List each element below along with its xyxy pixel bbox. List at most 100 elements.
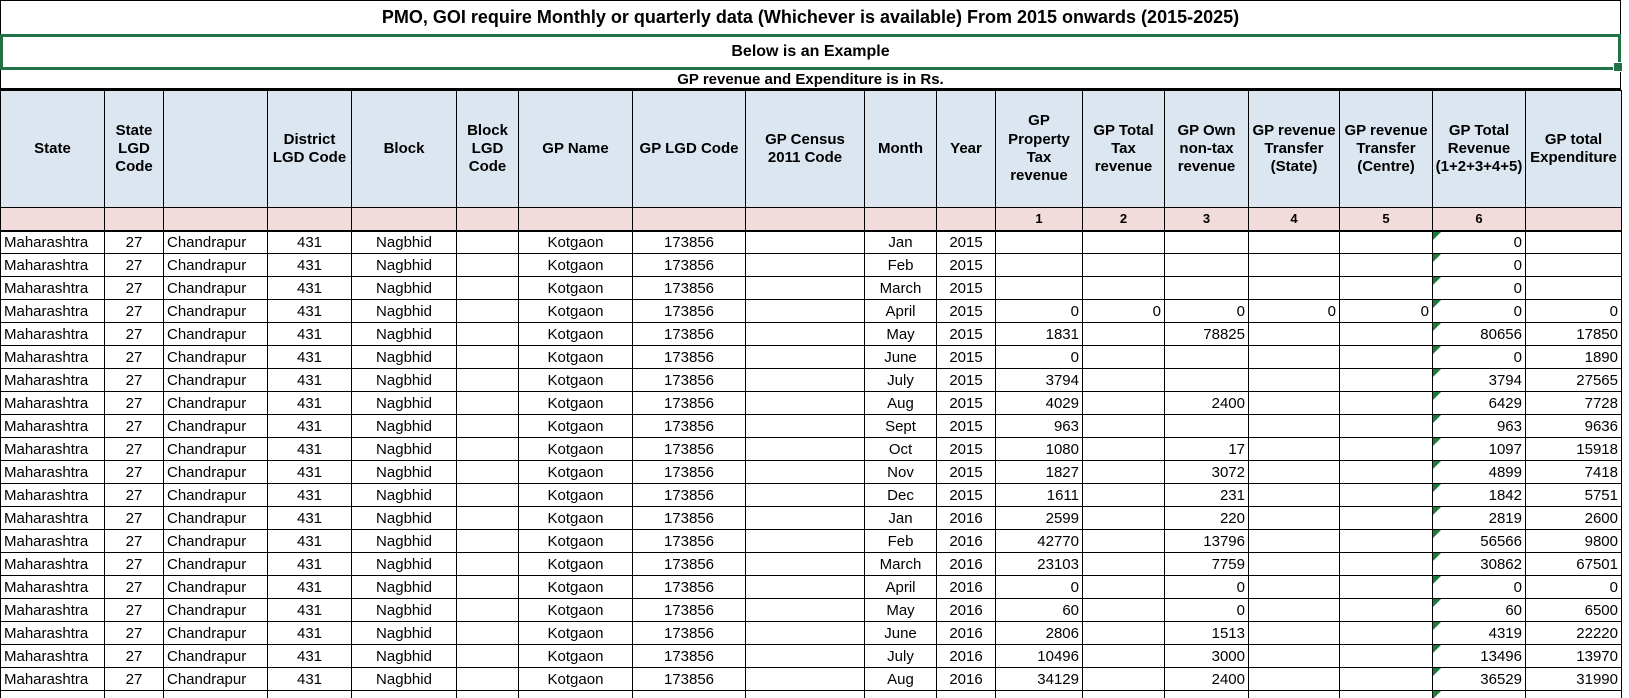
cell[interactable]: Kotgaon	[518, 368, 633, 392]
cell[interactable]: Kotgaon	[518, 621, 633, 645]
cell[interactable]	[1248, 230, 1340, 254]
cell[interactable]: 173856	[632, 621, 746, 645]
col-header-9[interactable]: Month	[864, 90, 937, 208]
cell[interactable]: 2015	[936, 460, 996, 484]
cell[interactable]: 27	[104, 552, 164, 576]
cell[interactable]	[1248, 621, 1340, 645]
cell[interactable]: Chandrapur	[163, 391, 268, 415]
cell[interactable]: Maharashtra	[0, 460, 105, 484]
index-cell-7[interactable]	[632, 207, 746, 232]
cell[interactable]	[745, 299, 865, 323]
cell[interactable]	[1339, 598, 1433, 622]
cell[interactable]	[936, 690, 996, 698]
cell[interactable]: 431	[267, 414, 352, 438]
cell[interactable]: 1097	[1432, 437, 1526, 461]
col-header-13[interactable]: GP Own non-tax revenue	[1164, 90, 1249, 208]
cell[interactable]: Kotgaon	[518, 575, 633, 599]
cell[interactable]	[745, 621, 865, 645]
cell[interactable]: 2015	[936, 368, 996, 392]
cell[interactable]	[745, 483, 865, 507]
cell[interactable]	[1164, 253, 1249, 277]
cell[interactable]: 963	[995, 414, 1083, 438]
cell[interactable]: Nagbhid	[351, 552, 457, 576]
cell[interactable]	[1339, 391, 1433, 415]
cell[interactable]: 36529	[1432, 667, 1526, 691]
cell[interactable]: 4029	[995, 391, 1083, 415]
cell[interactable]: Chandrapur	[163, 253, 268, 277]
col-header-5[interactable]: Block LGD Code	[456, 90, 519, 208]
cell[interactable]: 27	[104, 506, 164, 530]
cell[interactable]	[456, 483, 519, 507]
cell[interactable]	[745, 575, 865, 599]
selected-banner-cell[interactable]: Below is an Example	[0, 34, 1623, 72]
cell[interactable]	[1082, 483, 1165, 507]
cell[interactable]	[1339, 368, 1433, 392]
cell[interactable]: 2016	[936, 621, 996, 645]
cell[interactable]	[1339, 322, 1433, 346]
cell[interactable]: 60	[995, 598, 1083, 622]
cell[interactable]	[1339, 345, 1433, 369]
cell[interactable]	[1248, 460, 1340, 484]
cell[interactable]: 1513	[1164, 621, 1249, 645]
cell[interactable]	[1164, 414, 1249, 438]
cell[interactable]	[1339, 253, 1433, 277]
cell[interactable]	[1339, 552, 1433, 576]
cell[interactable]	[456, 414, 519, 438]
cell[interactable]	[745, 529, 865, 553]
cell[interactable]	[104, 690, 164, 698]
cell[interactable]: 27	[104, 644, 164, 668]
cell[interactable]: 27	[104, 483, 164, 507]
cell[interactable]: Chandrapur	[163, 368, 268, 392]
cell[interactable]: Chandrapur	[163, 529, 268, 553]
cell[interactable]: 2016	[936, 552, 996, 576]
cell[interactable]: Nagbhid	[351, 575, 457, 599]
cell[interactable]: 173856	[632, 644, 746, 668]
cell[interactable]: Chandrapur	[163, 506, 268, 530]
cell[interactable]: 0	[1164, 598, 1249, 622]
cell[interactable]: 22220	[1525, 621, 1622, 645]
cell[interactable]	[1164, 276, 1249, 300]
cell[interactable]: 0	[1432, 299, 1526, 323]
cell[interactable]	[1525, 230, 1622, 254]
index-cell-4[interactable]	[351, 207, 457, 232]
index-cell-15[interactable]: 5	[1339, 207, 1433, 232]
index-cell-17[interactable]	[1525, 207, 1622, 232]
cell[interactable]: Chandrapur	[163, 483, 268, 507]
cell[interactable]: Sept	[864, 414, 937, 438]
cell[interactable]: Maharashtra	[0, 575, 105, 599]
cell[interactable]: Chandrapur	[163, 644, 268, 668]
cell[interactable]: Chandrapur	[163, 414, 268, 438]
cell[interactable]: 2015	[936, 322, 996, 346]
cell[interactable]: Jan	[864, 506, 937, 530]
cell[interactable]: 1827	[995, 460, 1083, 484]
cell[interactable]: 2016	[936, 529, 996, 553]
title-cell[interactable]: PMO, GOI require Monthly or quarterly da…	[0, 0, 1621, 34]
cell[interactable]: 6429	[1432, 391, 1526, 415]
cell[interactable]: Kotgaon	[518, 276, 633, 300]
cell[interactable]: 2015	[936, 483, 996, 507]
cell[interactable]: 27	[104, 368, 164, 392]
cell[interactable]: 2016	[936, 598, 996, 622]
cell[interactable]: 173856	[632, 345, 746, 369]
cell[interactable]: 0	[1432, 276, 1526, 300]
cell[interactable]: 27	[104, 598, 164, 622]
cell[interactable]: 220	[1164, 506, 1249, 530]
index-cell-13[interactable]: 3	[1164, 207, 1249, 232]
col-header-17[interactable]: GP total Expenditure	[1525, 90, 1622, 208]
cell[interactable]: Kotgaon	[518, 506, 633, 530]
cell[interactable]: 431	[267, 460, 352, 484]
cell[interactable]: 5751	[1525, 483, 1622, 507]
cell[interactable]: 0	[1525, 575, 1622, 599]
cell[interactable]: 13970	[1525, 644, 1622, 668]
cell[interactable]: Maharashtra	[0, 483, 105, 507]
cell[interactable]	[456, 322, 519, 346]
cell[interactable]	[1339, 460, 1433, 484]
cell[interactable]: 1831	[995, 322, 1083, 346]
cell[interactable]: 27	[104, 345, 164, 369]
cell[interactable]	[1082, 460, 1165, 484]
cell[interactable]: 27	[104, 276, 164, 300]
cell[interactable]	[1432, 690, 1526, 698]
cell[interactable]	[995, 690, 1083, 698]
cell[interactable]: 3000	[1164, 644, 1249, 668]
cell[interactable]: Maharashtra	[0, 552, 105, 576]
